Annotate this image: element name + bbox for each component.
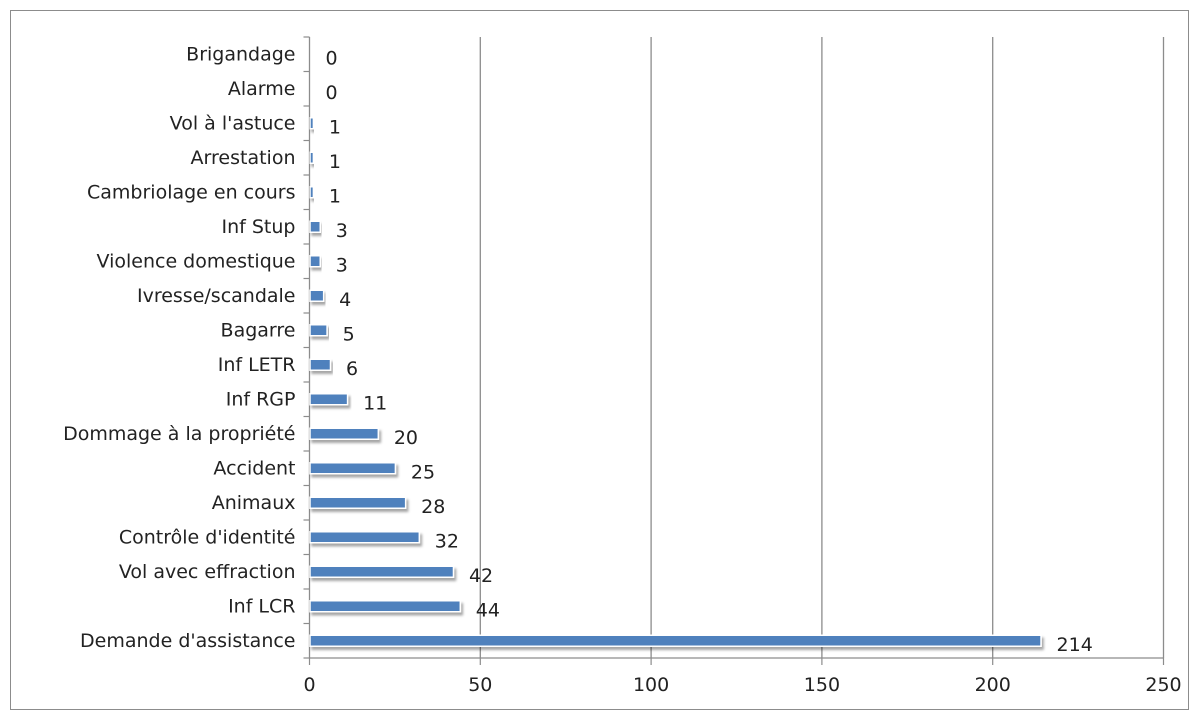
bar [309, 117, 315, 130]
bar [309, 289, 325, 302]
category-label: Vol avec effraction [119, 561, 296, 583]
category-label: Cambriolage en cours [87, 181, 296, 203]
category-label: Animaux [212, 492, 296, 514]
value-label: 42 [469, 565, 493, 587]
x-tick-label: 250 [1145, 674, 1181, 696]
bar [309, 186, 315, 199]
category-label: Inf RGP [226, 388, 296, 410]
value-label: 214 [1057, 634, 1093, 656]
value-label: 0 [326, 47, 338, 69]
bar [309, 393, 349, 406]
value-label: 44 [476, 599, 500, 621]
category-label: Demande d'assistance [80, 630, 295, 652]
bar [309, 600, 462, 613]
bar [309, 531, 421, 544]
category-label: Ivresse/scandale [137, 285, 296, 307]
value-label: 6 [346, 358, 358, 380]
category-label: Bagarre [221, 319, 296, 341]
bar [309, 634, 1042, 647]
bar [309, 358, 332, 371]
bar [309, 220, 321, 233]
value-label: 0 [326, 82, 338, 104]
value-label: 20 [394, 427, 418, 449]
bar [309, 427, 380, 440]
x-tick-label: 0 [303, 674, 315, 696]
gridlines [479, 37, 1165, 658]
bars [309, 117, 1042, 647]
bar [309, 496, 407, 509]
category-label: Vol à l'astuce [170, 112, 296, 134]
category-label: Violence domestique [97, 250, 296, 272]
value-label: 11 [363, 392, 387, 414]
value-label: 32 [435, 530, 459, 552]
category-label: Inf LCR [228, 595, 295, 617]
value-label: 1 [329, 116, 341, 138]
value-label: 1 [329, 185, 341, 207]
value-label: 3 [336, 254, 348, 276]
category-label: Arrestation [191, 147, 296, 169]
value-label: 3 [336, 220, 348, 242]
category-label: Contrôle d'identité [119, 526, 296, 548]
bar [309, 324, 328, 337]
x-tick-label: 50 [468, 674, 492, 696]
category-label: Alarme [228, 78, 296, 100]
x-tick-label: 100 [633, 674, 669, 696]
axes [303, 36, 1165, 665]
category-label: Accident [213, 457, 295, 479]
x-tick-label: 200 [975, 674, 1011, 696]
value-label: 4 [339, 289, 351, 311]
category-label: Inf LETR [218, 354, 296, 376]
bar [309, 255, 321, 268]
bar [309, 565, 455, 578]
category-label: Dommage à la propriété [63, 423, 295, 445]
x-tick-label: 150 [804, 674, 840, 696]
category-label: Brigandage [186, 43, 295, 65]
chart-frame: 0 50 100 150 200 250 Demande d'assistance 214 In… [10, 10, 1189, 710]
value-label: 5 [343, 323, 355, 345]
bar [309, 151, 315, 164]
bar [309, 462, 397, 475]
category-label: Inf Stup [222, 216, 296, 238]
value-label: 1 [329, 151, 341, 173]
value-label: 25 [411, 461, 435, 483]
value-label: 28 [421, 496, 445, 518]
